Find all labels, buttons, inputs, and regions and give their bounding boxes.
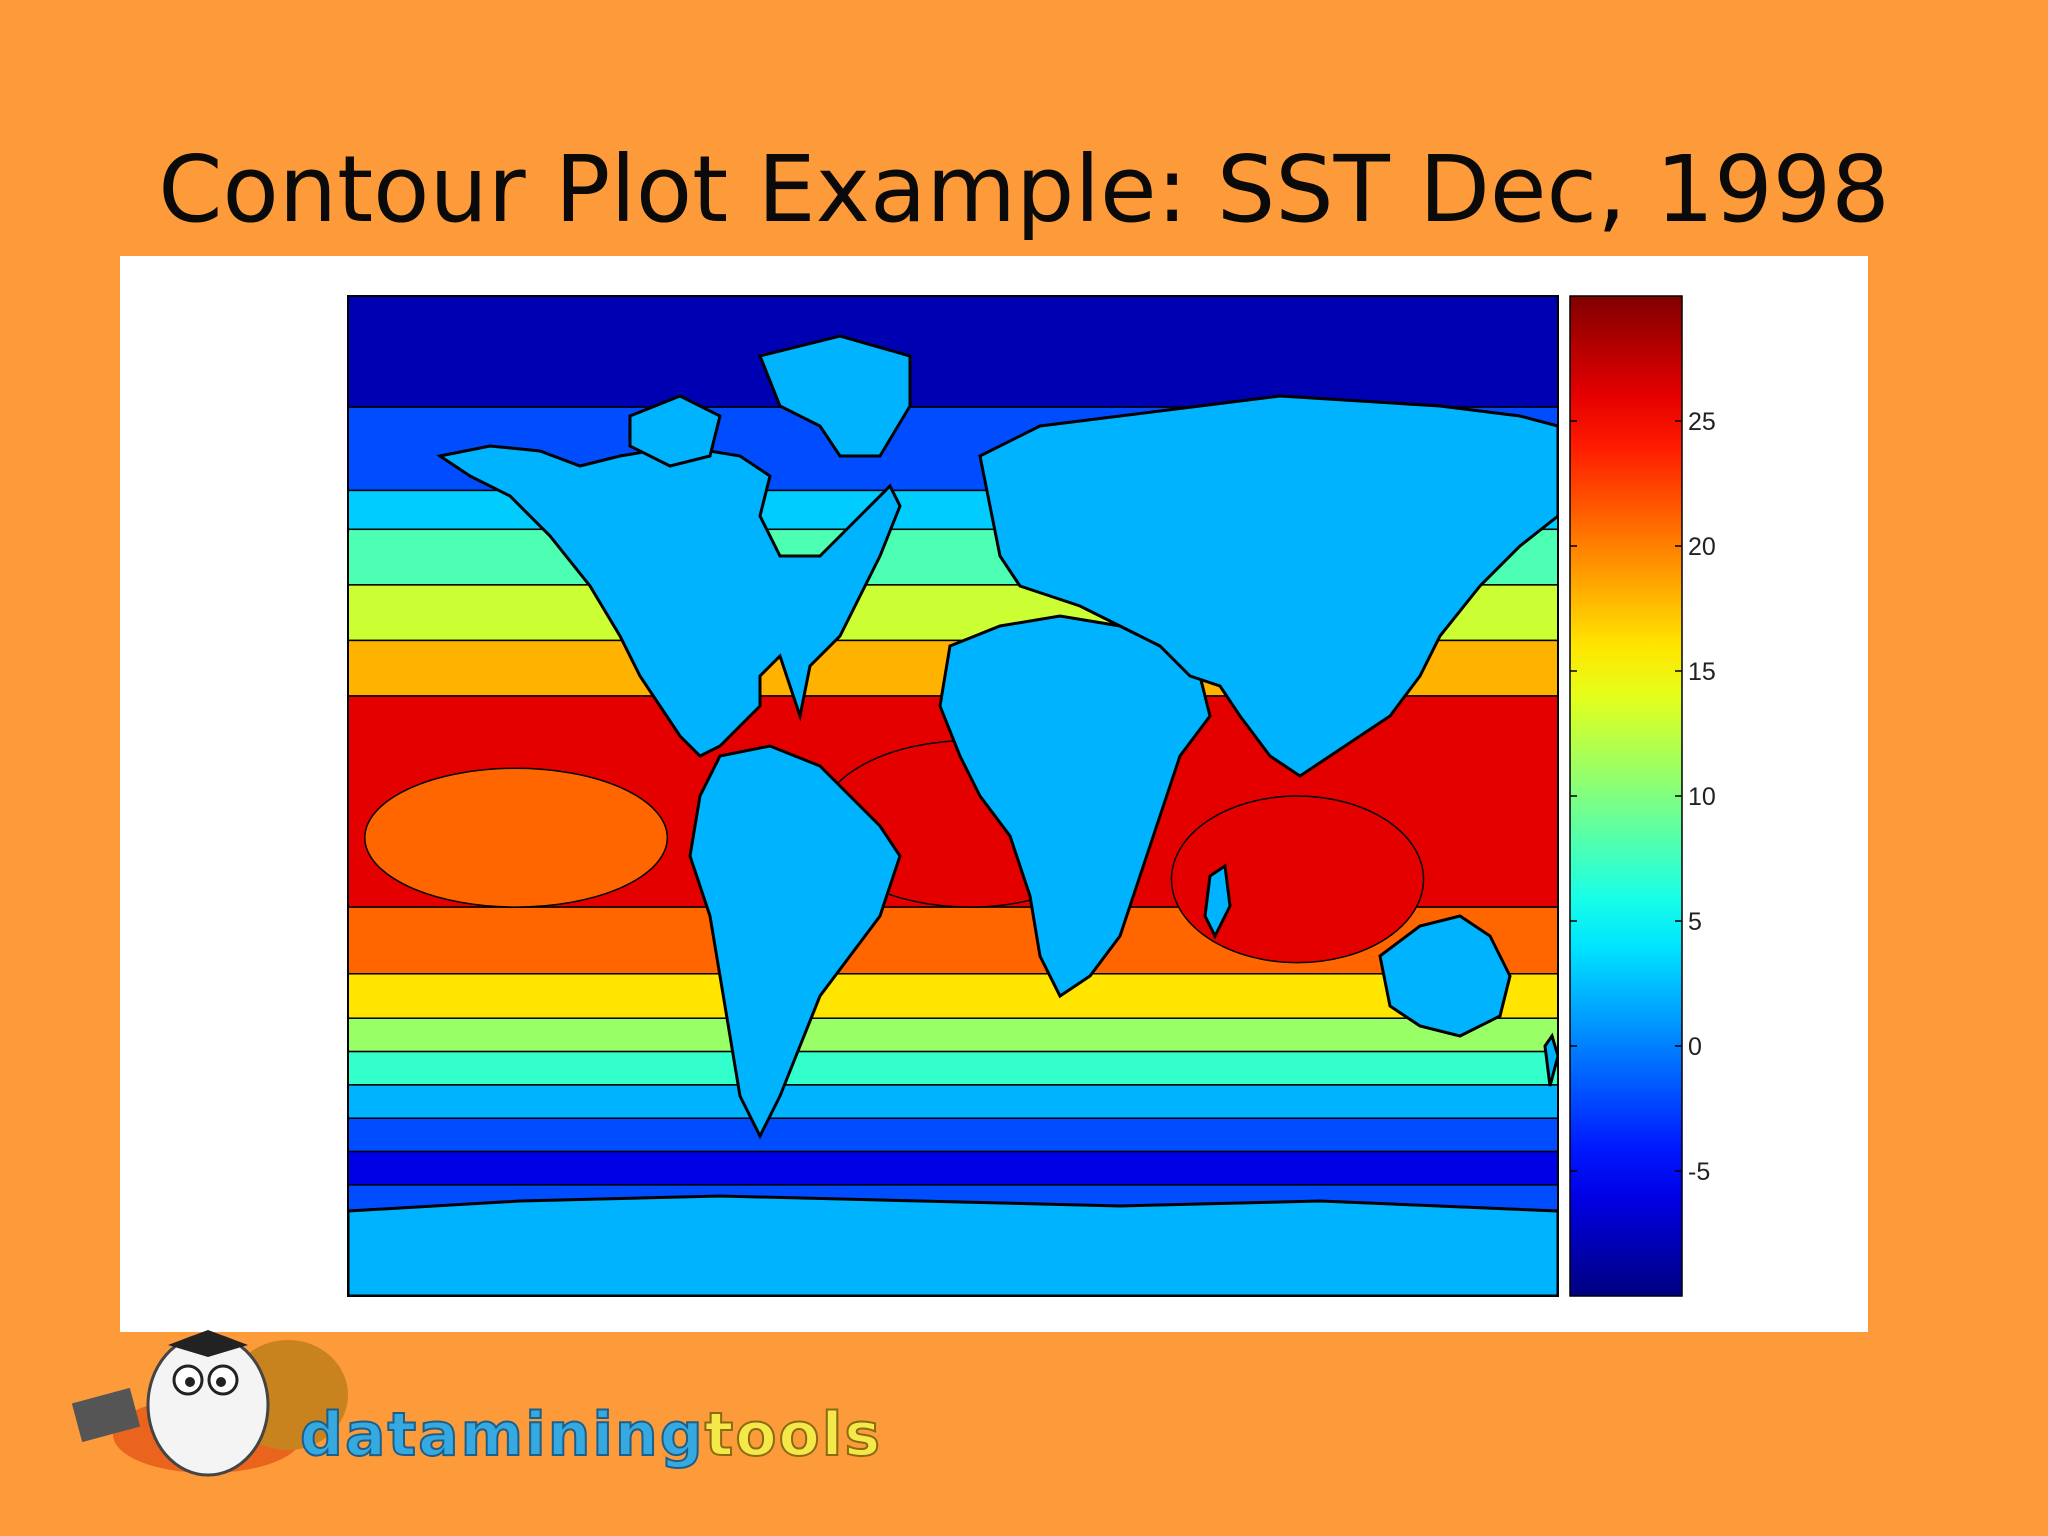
colorbar-tick-label-1: 0 xyxy=(1688,1033,1702,1061)
colorbar-tick-label-0: -5 xyxy=(1688,1158,1710,1186)
colorbar xyxy=(1569,295,1683,1297)
contour-band-11 xyxy=(348,1084,1558,1119)
land-arctic-islands xyxy=(628,394,722,468)
colorbar-tick-label-4: 15 xyxy=(1688,658,1716,686)
contour-pool-2 xyxy=(1170,795,1425,964)
colorbar-ticks: -5 0 5 10 15 20 25 xyxy=(1570,408,1716,1186)
contour-band-10 xyxy=(348,1050,1558,1086)
logo-text-part2: tools xyxy=(704,1399,883,1471)
colorbar-tick-label-2: 5 xyxy=(1688,908,1702,936)
slide-title: Contour Plot Example: SST Dec, 1998 xyxy=(158,136,1890,243)
sst-contour-chart: -5 0 5 10 15 20 25 xyxy=(120,256,1868,1332)
figure-panel: -5 0 5 10 15 20 25 xyxy=(120,256,1868,1332)
owl-pupil-right xyxy=(216,1377,226,1387)
land-madagascar xyxy=(1203,863,1232,940)
logo-wordmark: dataminingtools xyxy=(299,1395,883,1475)
land-mask xyxy=(348,334,1558,1296)
colorbar-tick-label-6: 25 xyxy=(1688,408,1716,436)
graduation-cap xyxy=(168,1330,248,1357)
map-frame xyxy=(347,295,1559,1297)
logo-text-part1: datamining xyxy=(299,1399,705,1471)
land-new-zealand xyxy=(1543,1032,1558,1087)
land-greenland xyxy=(757,334,912,458)
contour-band-8 xyxy=(348,973,1558,1019)
contour-pool-0 xyxy=(364,767,669,908)
land-eurasia xyxy=(978,394,1558,778)
owl-mascot-icon xyxy=(71,1330,348,1477)
contour-band-9 xyxy=(348,1017,1558,1053)
contour-band-12 xyxy=(348,1117,1558,1153)
land-australia xyxy=(1378,914,1512,1038)
owl-laptop xyxy=(71,1387,141,1443)
contour-band-0 xyxy=(348,296,1558,408)
owl-pupil-left xyxy=(185,1377,195,1387)
land-south-america xyxy=(688,744,902,1140)
contour-band-13 xyxy=(348,1150,1558,1186)
colorbar-tick-label-3: 10 xyxy=(1688,783,1716,811)
land-antarctica xyxy=(348,1194,1558,1296)
colorbar-tick-label-5: 20 xyxy=(1688,533,1716,561)
